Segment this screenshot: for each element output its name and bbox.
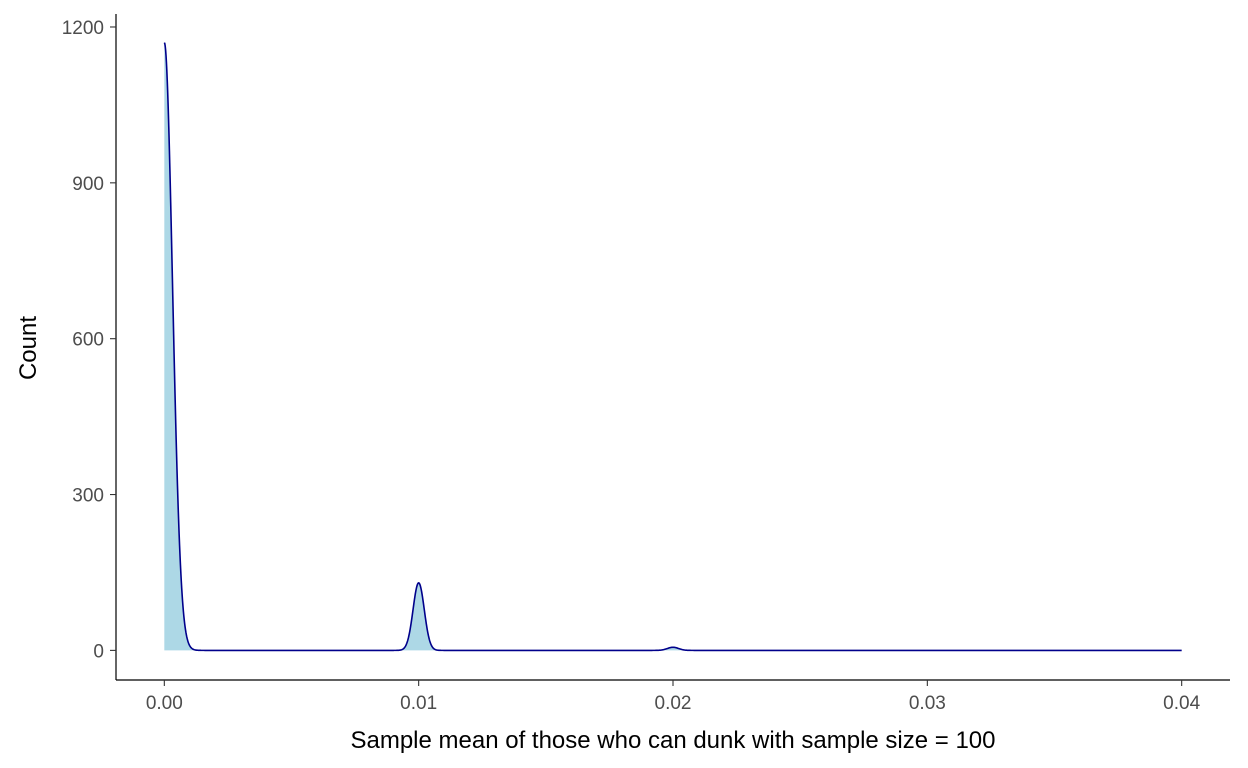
- x-tick-label: 0.01: [400, 693, 437, 714]
- y-tick-label: 600: [72, 330, 104, 351]
- density-line: [163, 42, 1182, 652]
- axes: 0.00 0.01 0.02 0.03 0.04 0 300 600 900 1200: [62, 14, 1230, 714]
- x-tick-label: 0.03: [909, 693, 946, 714]
- y-axis-title: Count: [15, 316, 42, 380]
- x-tick-label: 0.02: [655, 693, 692, 714]
- x-tick-label: 0.00: [146, 693, 183, 714]
- x-axis-title: Sample mean of those who can dunk with s…: [350, 727, 995, 754]
- x-tick-label: 0.04: [1163, 693, 1200, 714]
- density-area: [164, 42, 1182, 651]
- y-tick-label: 900: [72, 174, 104, 195]
- y-tick-label: 0: [93, 641, 104, 662]
- y-tick-label: 1200: [62, 18, 104, 39]
- y-tick-label: 300: [72, 486, 104, 507]
- plot-area: [163, 42, 1182, 652]
